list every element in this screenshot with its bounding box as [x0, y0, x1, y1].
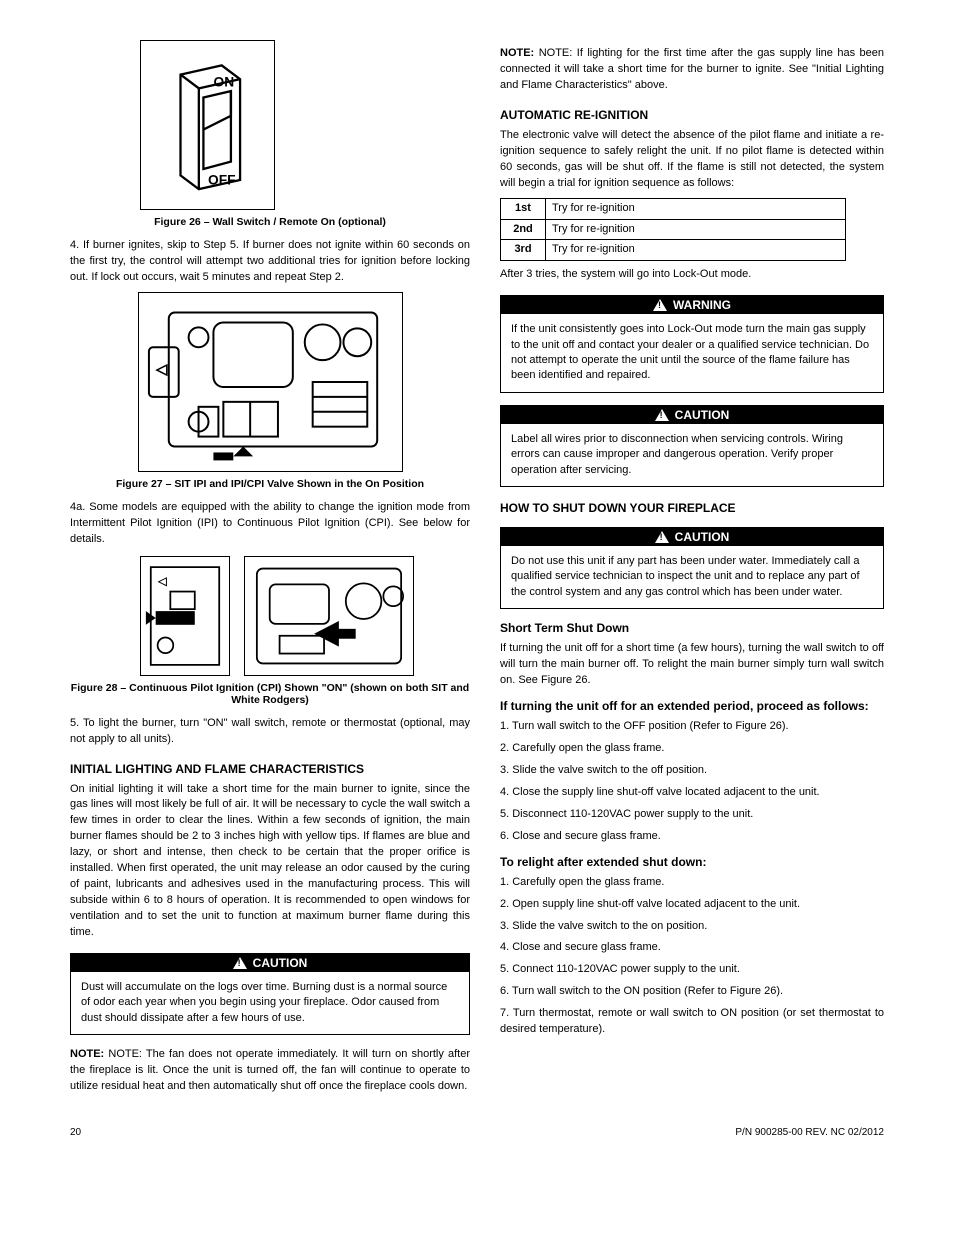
step-5-para: 5. To light the burner, turn "ON" wall s… [70, 716, 470, 748]
longterm-step: 1. Turn wall switch to the OFF position … [500, 719, 884, 735]
rocker-switch-svg: ON OFF [153, 50, 263, 200]
warning-triangle-icon: ! [655, 409, 669, 421]
warning-1-body: If the unit consistently goes into Lock-… [501, 314, 883, 392]
relight-step: 6. Turn wall switch to the ON position (… [500, 984, 884, 1000]
page-number: 20 [70, 1127, 81, 1138]
warning-triangle-icon: ! [655, 531, 669, 543]
caution-2-head: ! CAUTION [501, 406, 883, 424]
auto-reignite-body: The electronic valve will detect the abs… [500, 128, 884, 192]
step-4-para: 4. If burner ignites, skip to Step 5. If… [70, 238, 470, 286]
warning-triangle-icon: ! [233, 957, 247, 969]
warning-triangle-icon: ! [653, 299, 667, 311]
page-footer: 20 P/N 900285-00 REV. NC 02/2012 [70, 1127, 884, 1138]
table-row: 3rdTry for re-ignition [501, 240, 846, 261]
caution-1-head: ! CAUTION [71, 954, 469, 972]
longterm-step: 6. Close and secure glass frame. [500, 829, 884, 845]
relight-step: 7. Turn thermostat, remote or wall switc… [500, 1006, 884, 1038]
reignite-tbody: 1stTry for re-ignition 2ndTry for re-ign… [501, 198, 846, 261]
caution-box-3: ! CAUTION Do not use this unit if any pa… [500, 527, 884, 609]
figure-26-caption: Figure 26 – Wall Switch / Remote On (opt… [70, 216, 470, 228]
doc-revision: P/N 900285-00 REV. NC 02/2012 [735, 1127, 884, 1138]
caution-1-body: Dust will accumulate on the logs over ti… [71, 972, 469, 1034]
caution-box-2: ! CAUTION Label all wires prior to disco… [500, 405, 884, 487]
relight-step: 3. Slide the valve switch to the on posi… [500, 919, 884, 935]
longterm-step: 2. Carefully open the glass frame. [500, 741, 884, 757]
caution-3-body: Do not use this unit if any part has bee… [501, 546, 883, 608]
first-light-note-text: NOTE: If lighting for the first time aft… [500, 47, 884, 91]
reignite-table: 1stTry for re-ignition 2ndTry for re-ign… [500, 198, 846, 262]
figure-27-caption: Figure 27 – SIT IPI and IPI/CPI Valve Sh… [70, 478, 470, 490]
shutdown-title: HOW TO SHUT DOWN YOUR FIREPLACE [500, 501, 884, 515]
relight-title: To relight after extended shut down: [500, 855, 884, 869]
figure-28-wr [244, 556, 414, 676]
caution-3-label: CAUTION [675, 530, 730, 544]
longterm-title: If turning the unit off for an extended … [500, 699, 884, 713]
table-row: 1stTry for re-ignition [501, 198, 846, 219]
longterm-step: 5. Disconnect 110-120VAC power supply to… [500, 807, 884, 823]
figure-27-diagram [138, 292, 403, 472]
flame-char-body: On initial lighting it will take a short… [70, 782, 470, 941]
longterm-step: 4. Close the supply line shut-off valve … [500, 785, 884, 801]
shortterm-title: Short Term Shut Down [500, 621, 884, 635]
caution-1-label: CAUTION [253, 956, 308, 970]
auto-reignite-title: AUTOMATIC RE-IGNITION [500, 108, 884, 122]
warning-1-label: WARNING [673, 298, 731, 312]
relight-step: 5. Connect 110-120VAC power supply to th… [500, 962, 884, 978]
table-row: 2ndTry for re-ignition [501, 219, 846, 240]
switch-off-label: OFF [208, 173, 236, 188]
left-column: ON OFF Figure 26 – Wall Switch / Remote … [70, 40, 470, 1101]
caution-2-label: CAUTION [675, 408, 730, 422]
relight-step: 1. Carefully open the glass frame. [500, 875, 884, 891]
figure-28-row [140, 556, 470, 676]
reignite-footer: After 3 tries, the system will go into L… [500, 267, 884, 283]
fan-note-text: NOTE: The fan does not operate immediate… [70, 1048, 470, 1092]
caution-2-body: Label all wires prior to disconnection w… [501, 424, 883, 486]
shortterm-body: If turning the unit off for a short time… [500, 641, 884, 689]
warning-box-1: ! WARNING If the unit consistently goes … [500, 295, 884, 393]
caution-3-head: ! CAUTION [501, 528, 883, 546]
step-4a-para: 4a. Some models are equipped with the ab… [70, 500, 470, 548]
figure-28-sit [140, 556, 230, 676]
warning-1-head: ! WARNING [501, 296, 883, 314]
relight-step: 4. Close and secure glass frame. [500, 940, 884, 956]
caution-box-1: ! CAUTION Dust will accumulate on the lo… [70, 953, 470, 1035]
fan-note: NOTE: NOTE: The fan does not operate imm… [70, 1047, 470, 1095]
switch-on-label: ON [213, 75, 234, 90]
figure-26-frame: ON OFF [140, 40, 275, 210]
page-columns: ON OFF Figure 26 – Wall Switch / Remote … [70, 40, 884, 1101]
figure-28-caption: Figure 28 – Continuous Pilot Ignition (C… [70, 682, 470, 706]
longterm-step: 3. Slide the valve switch to the off pos… [500, 763, 884, 779]
flame-char-title: INITIAL LIGHTING AND FLAME CHARACTERISTI… [70, 762, 470, 776]
first-light-note: NOTE: NOTE: If lighting for the first ti… [500, 46, 884, 94]
right-column: NOTE: NOTE: If lighting for the first ti… [500, 40, 884, 1101]
relight-step: 2. Open supply line shut-off valve locat… [500, 897, 884, 913]
